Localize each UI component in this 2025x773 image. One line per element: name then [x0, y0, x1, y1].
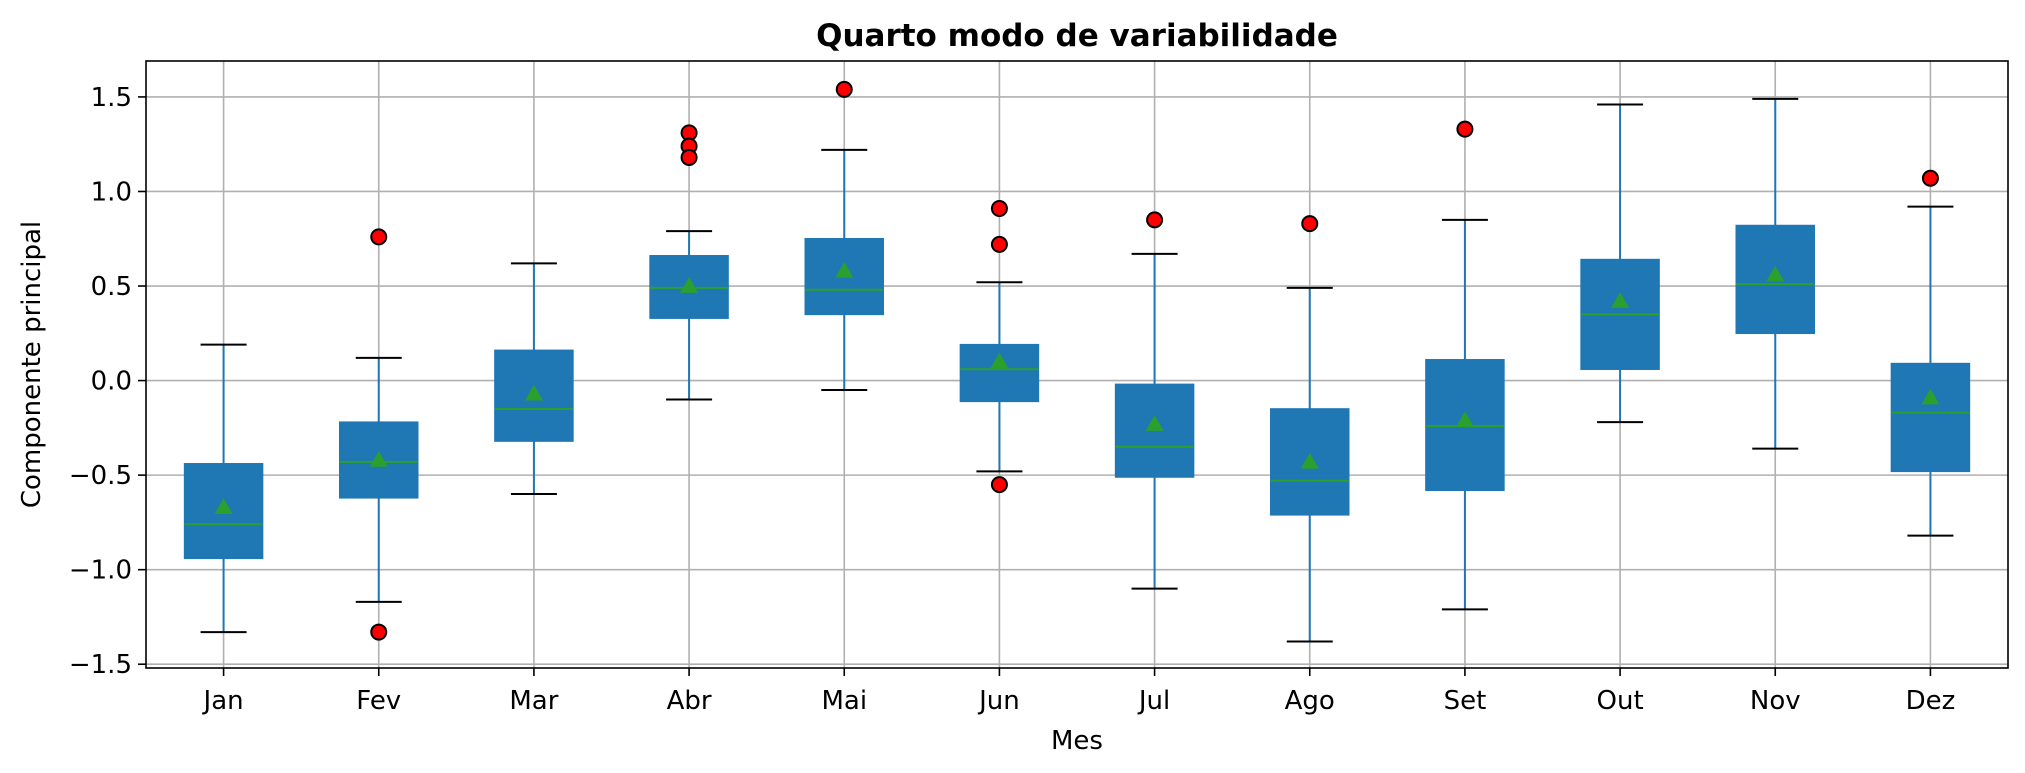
box-mai [804, 80, 884, 392]
box-dez [1890, 169, 1971, 537]
box-jan [183, 343, 264, 634]
box-jul [1114, 211, 1195, 590]
box-mar [494, 262, 574, 496]
box-abr [649, 124, 729, 401]
x-tick-label: Mar [509, 686, 558, 716]
box-fev [339, 228, 419, 641]
y-tick-label: −1.5 [69, 650, 132, 680]
mean-marker [835, 261, 854, 278]
box-jun [959, 199, 1040, 494]
mean-marker [1300, 452, 1319, 469]
x-tick-label: Mai [821, 686, 867, 716]
chart-title: Quarto modo de variabilidade [816, 18, 1338, 54]
outlier-point [1921, 169, 1939, 187]
x-tick-label: Fev [356, 686, 401, 716]
y-tick-label: 0.5 [91, 272, 132, 302]
mean-marker [1766, 265, 1785, 282]
x-axis-ticks: Jan Fev Mar Abr Mai Jun Jul Ago Set Out Nov Dez [202, 668, 1956, 716]
mean-marker [1145, 415, 1164, 431]
x-tick-label: Abr [667, 686, 712, 716]
mean-marker [1921, 388, 1940, 405]
x-tick-label: Ago [1285, 686, 1335, 716]
y-tick-label: 0.0 [91, 367, 132, 397]
outlier-point [370, 228, 388, 246]
outlier-point [370, 623, 388, 641]
outlier-point [990, 476, 1008, 494]
x-tick-label: Out [1597, 686, 1644, 716]
box-set [1425, 120, 1505, 611]
outlier-point [1146, 211, 1164, 229]
y-axis-label: Componente principal [17, 221, 47, 508]
outlier-point [1456, 120, 1474, 138]
mean-marker [524, 384, 543, 401]
outlier-point [1301, 215, 1319, 233]
y-tick-label: −0.5 [69, 461, 132, 491]
x-tick-label: Jun [977, 686, 1020, 716]
x-tick-label: Jul [1137, 686, 1170, 716]
iqr-box [1890, 362, 1971, 473]
y-tick-label: 1.0 [91, 177, 132, 207]
box-nov [1735, 97, 1815, 450]
outlier-point [835, 80, 853, 98]
mean-marker [1611, 292, 1630, 308]
mean-marker [1455, 411, 1474, 428]
y-tick-label: −1.0 [69, 556, 132, 586]
x-tick-label: Jan [202, 686, 244, 716]
mean-marker [990, 352, 1009, 369]
y-tick-label: 1.5 [91, 83, 132, 113]
x-tick-label: Set [1444, 686, 1487, 716]
x-tick-label: Nov [1750, 686, 1801, 716]
y-axis-ticks: −1.5 −1.0 −0.5 0.0 0.5 1.0 1.5 [69, 83, 146, 680]
box-series [183, 80, 1971, 643]
outlier-point [680, 148, 698, 166]
x-tick-label: Dez [1906, 686, 1956, 716]
mean-marker [214, 498, 233, 515]
x-axis-label: Mes [1051, 726, 1103, 756]
box-out [1580, 103, 1660, 424]
box-ago [1270, 215, 1350, 643]
outlier-point [990, 199, 1008, 217]
mean-marker [369, 450, 388, 467]
mean-marker [680, 277, 699, 293]
outlier-point [990, 235, 1008, 253]
plot-area-frame [145, 60, 2009, 669]
